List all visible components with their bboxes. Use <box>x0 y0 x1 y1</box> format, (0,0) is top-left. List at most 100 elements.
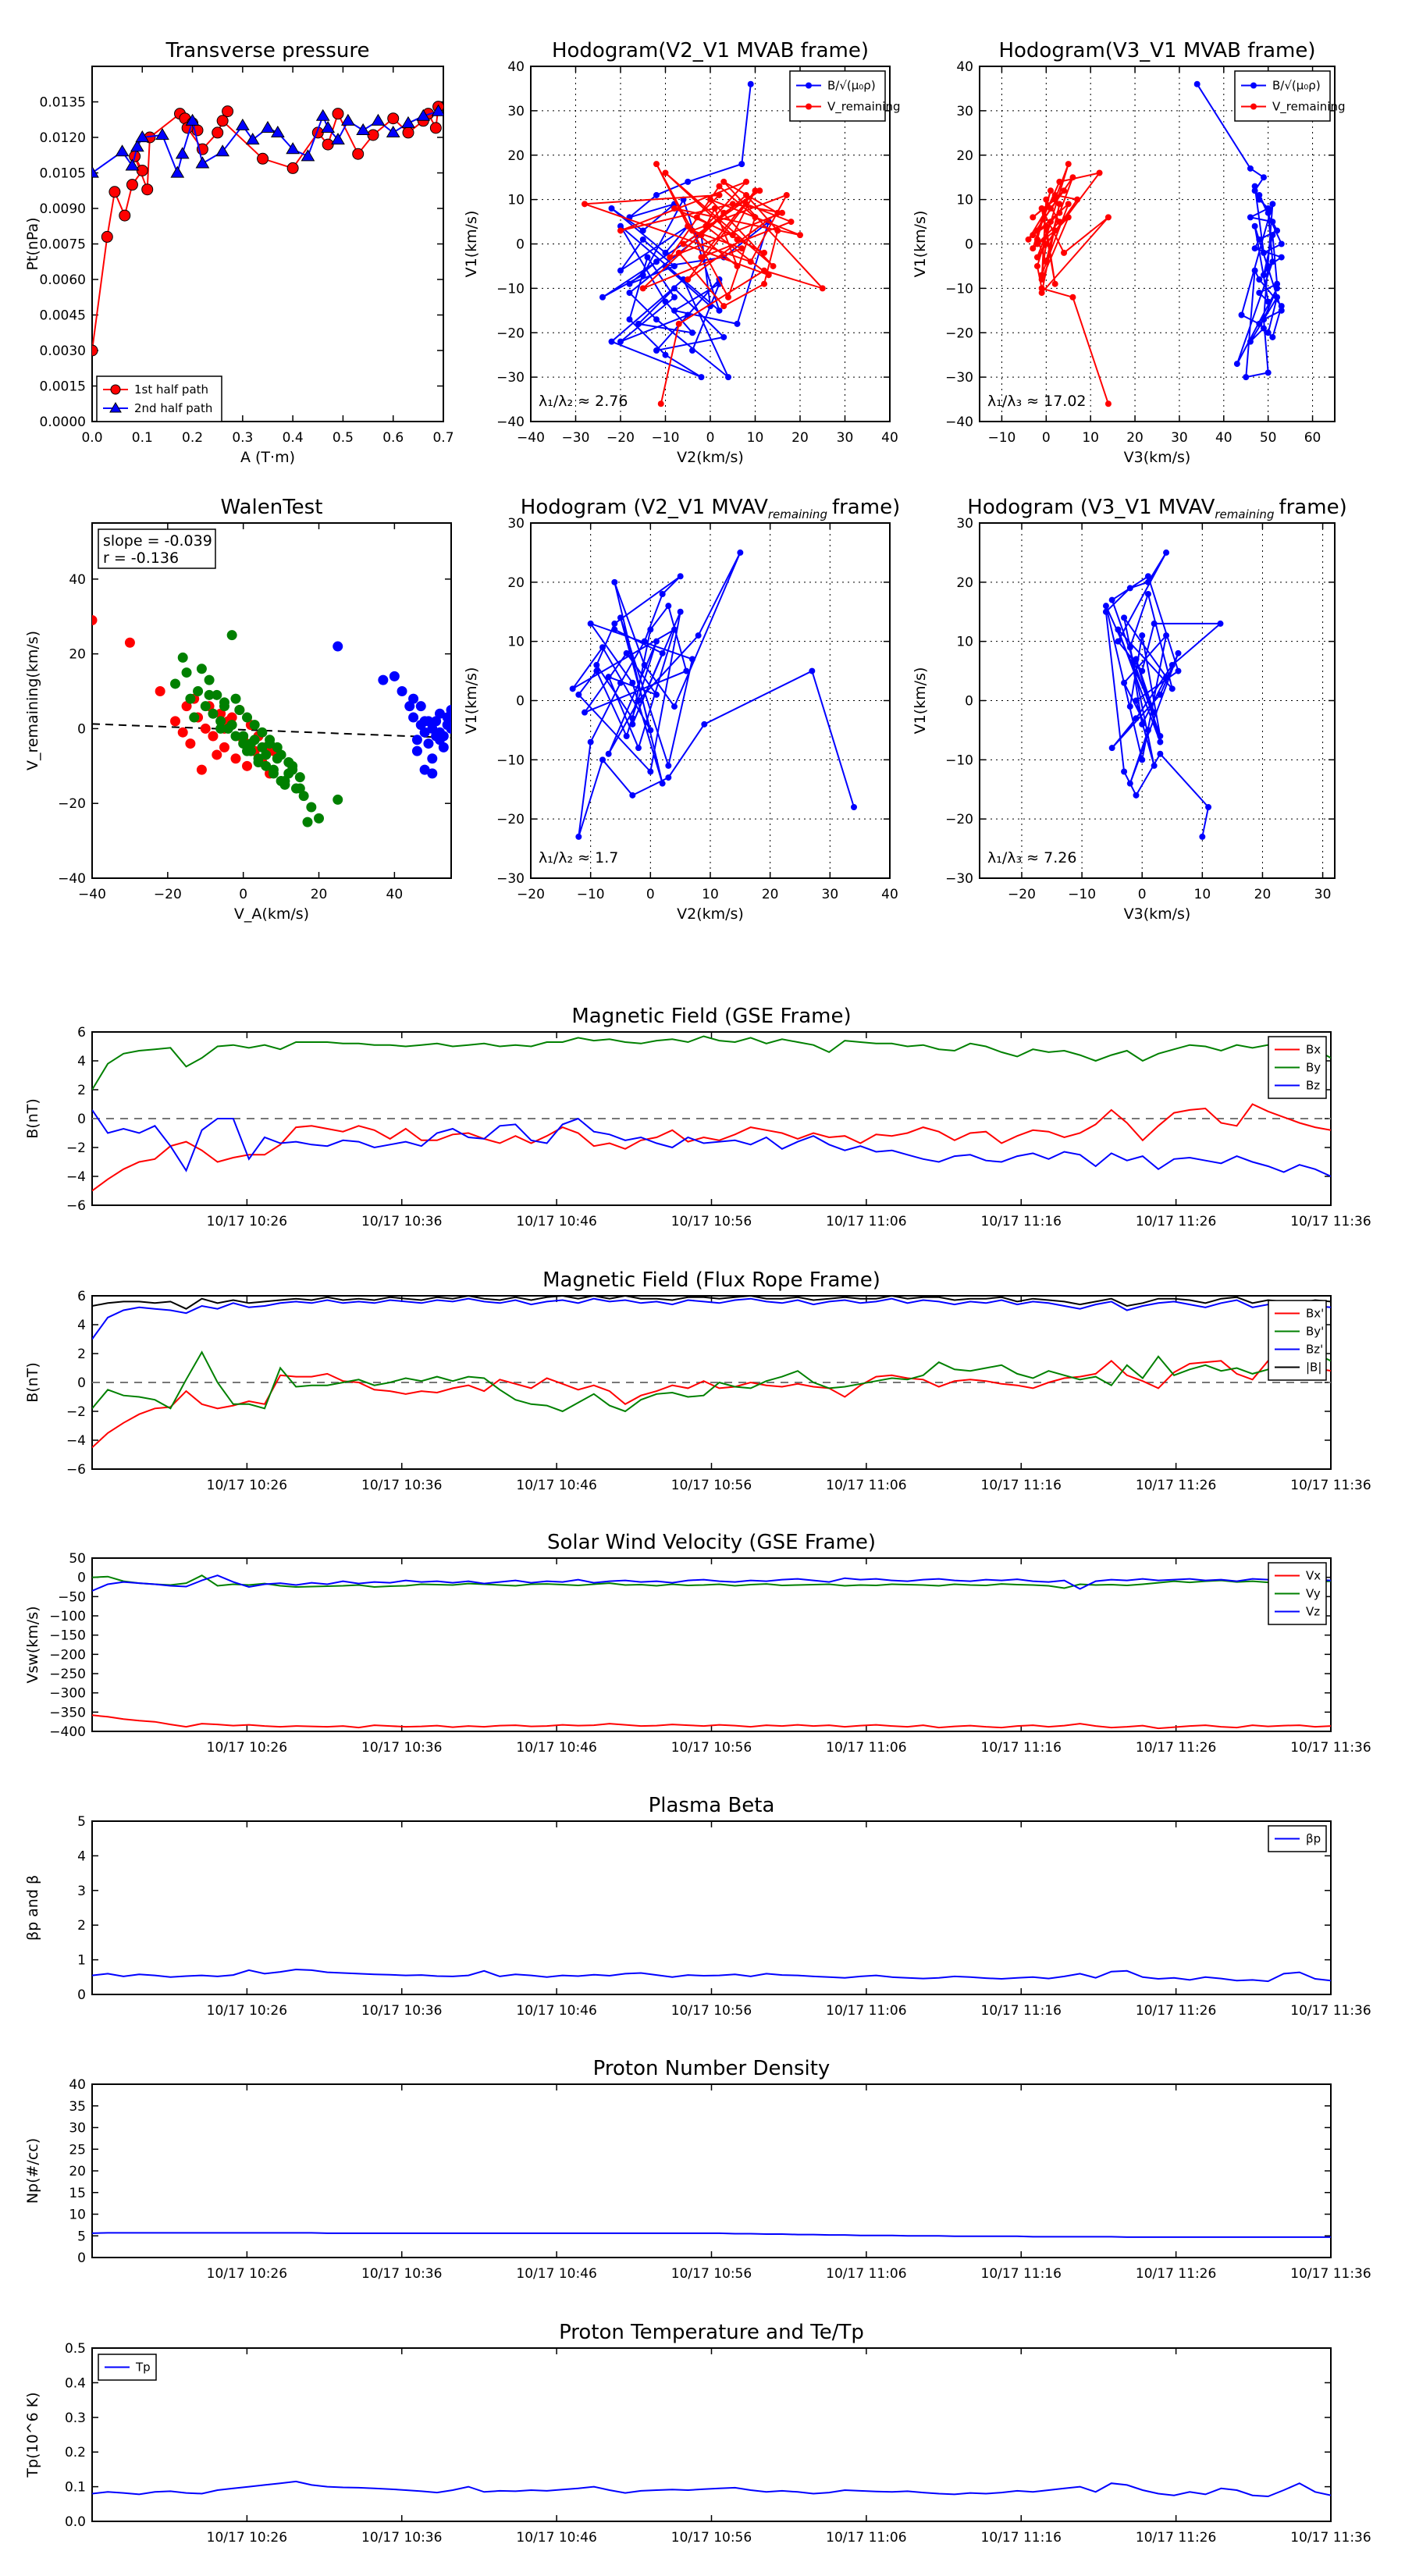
data-point <box>301 149 315 162</box>
data-point <box>245 738 256 749</box>
data-point <box>242 760 253 771</box>
data-point <box>738 161 745 168</box>
x-tick-label: 10/17 11:26 <box>1136 2530 1216 2546</box>
chart-proton_number_density: 10/17 10:26 10/17 10:36 10/17 10:46 10/17 1… <box>24 2057 1371 2282</box>
y-tick-label: 0.0015 <box>40 379 86 395</box>
data-point <box>1151 620 1158 627</box>
y-tick-label: 0.0090 <box>40 201 86 217</box>
data-point <box>662 262 669 269</box>
data-point <box>286 142 301 155</box>
x-tick-label: 20 <box>791 430 809 446</box>
data-point <box>725 374 731 381</box>
x-axis-label: V3(km/s) <box>1124 906 1191 923</box>
data-point <box>747 80 754 87</box>
data-point <box>1278 254 1285 261</box>
data-point <box>665 762 672 769</box>
data-point <box>611 578 618 585</box>
y-tick-label: 0.0 <box>65 2514 86 2530</box>
data-point <box>1139 632 1146 639</box>
series-line-bz- <box>92 1297 1331 1340</box>
chart-hodogram_v2v1_mvab: −40 −30 −20 −10 0 10 20 30 40 −40 −30 −20 −10 0 10 20 30… <box>463 39 901 466</box>
data-point <box>675 249 682 256</box>
data-point <box>314 813 325 824</box>
x-tick-label: 20 <box>762 887 779 902</box>
chart-title: Hodogram (V3_V1 MVAVremaining frame) <box>967 496 1346 521</box>
data-point <box>446 723 451 734</box>
data-point <box>181 667 192 678</box>
legend-marker <box>110 384 121 395</box>
data-point <box>1175 649 1182 656</box>
data-point <box>135 130 150 143</box>
x-tick-label: 30 <box>837 430 854 446</box>
y-tick-label: 0 <box>77 2250 86 2266</box>
data-point <box>1144 578 1151 585</box>
y-tick-label: 40 <box>956 59 973 75</box>
data-point <box>743 201 749 208</box>
x-tick-label: 10/17 11:36 <box>1290 1214 1371 1229</box>
data-point <box>1056 178 1063 185</box>
series-line-by <box>92 1035 1331 1091</box>
data-point <box>1051 280 1058 287</box>
y-tick-label: 0 <box>516 694 525 710</box>
chart-title: Hodogram(V3_V1 MVAB frame) <box>998 39 1315 62</box>
data-point <box>1157 750 1164 757</box>
data-point <box>1065 214 1072 221</box>
data-point <box>242 712 253 723</box>
y-tick-label: 0.2 <box>65 2445 86 2460</box>
data-point <box>92 615 98 626</box>
data-point <box>641 662 648 668</box>
data-point <box>711 205 718 212</box>
y-tick-label: −150 <box>49 1628 86 1644</box>
x-tick-label: 10/17 11:36 <box>1290 2003 1371 2019</box>
data-point <box>1033 240 1040 247</box>
plot-frame <box>91 522 452 879</box>
x-tick-label: −10 <box>987 430 1016 446</box>
data-point <box>1030 245 1037 252</box>
x-tick-label: 40 <box>386 887 404 902</box>
y-tick-label: 6 <box>77 1025 86 1041</box>
data-point <box>752 214 759 221</box>
y-tick-label: −50 <box>58 1589 86 1605</box>
y-tick-label: 15 <box>69 2186 86 2201</box>
data-point <box>774 227 781 234</box>
y-tick-label: −4 <box>66 1433 86 1449</box>
y-tick-label: 30 <box>956 104 973 119</box>
y-axis-label: V_remaining(km/s) <box>24 631 41 770</box>
data-point <box>1256 236 1263 243</box>
data-point <box>1126 644 1133 651</box>
x-tick-label: 0 <box>706 430 715 446</box>
data-point <box>779 209 785 216</box>
x-tick-label: 10/17 11:16 <box>981 1740 1062 1756</box>
chart-title-sub: remaining <box>1215 507 1274 521</box>
y-tick-label: 0.5 <box>65 2341 86 2357</box>
data-point <box>257 742 268 753</box>
data-point <box>689 347 695 354</box>
x-tick-label: 10 <box>702 887 719 902</box>
y-tick-label: 1 <box>77 1953 86 1969</box>
x-tick-label: 10/17 11:26 <box>1136 1740 1216 1756</box>
y-tick-label: −10 <box>945 753 973 768</box>
data-point <box>734 320 741 327</box>
x-tick-label: 0 <box>1042 430 1051 446</box>
y-tick-label: −20 <box>945 326 973 341</box>
x-tick-label: 10/17 10:26 <box>207 2003 287 2019</box>
data-point <box>788 219 795 226</box>
data-point <box>1061 187 1068 194</box>
x-axis-label: V2(km/s) <box>677 449 744 466</box>
data-point <box>662 249 669 256</box>
x-tick-label: 10/17 11:16 <box>981 1478 1062 1493</box>
data-point <box>639 272 646 279</box>
x-tick-label: 10/17 11:36 <box>1290 2266 1371 2282</box>
data-point <box>623 733 630 739</box>
data-point <box>647 626 654 633</box>
legend-label: By' <box>1306 1325 1324 1339</box>
y-tick-label: 10 <box>69 2208 86 2223</box>
legend-label: V_remaining <box>1272 100 1346 115</box>
series-line-vz <box>92 1574 1331 1592</box>
data-point <box>208 708 219 719</box>
chart-title: Transverse pressure <box>165 39 370 62</box>
data-point <box>177 727 188 738</box>
data-point <box>1175 667 1182 674</box>
data-point <box>851 804 857 810</box>
data-point <box>605 750 612 757</box>
